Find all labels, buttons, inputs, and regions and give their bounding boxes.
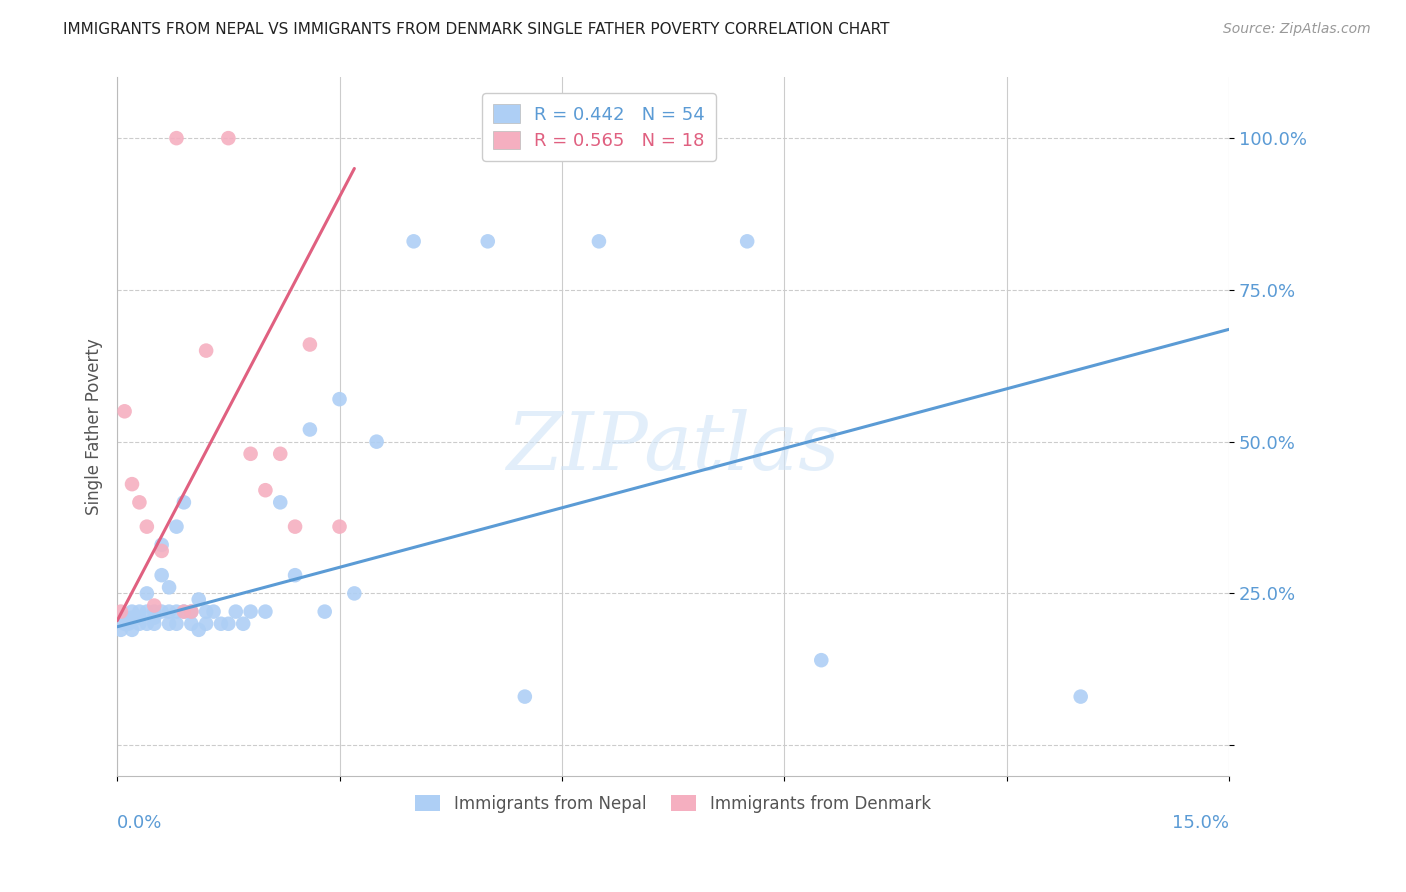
Point (225, 605, 247, 619)
Point (328, 392, 350, 406)
Point (135, 519, 157, 533)
Point (217, 616, 239, 631)
Y-axis label: Single Father Poverty: Single Father Poverty (86, 338, 103, 515)
Point (187, 623, 209, 637)
Point (128, 495, 150, 509)
Point (477, 235, 499, 249)
Point (157, 616, 180, 631)
Point (143, 610, 166, 624)
Point (195, 616, 218, 631)
Point (128, 616, 150, 631)
Point (1070, 690, 1092, 704)
Point (209, 616, 232, 631)
Point (239, 605, 262, 619)
Point (195, 605, 218, 619)
Point (173, 605, 195, 619)
Point (254, 483, 277, 498)
Point (202, 605, 225, 619)
Point (298, 337, 321, 351)
Point (735, 235, 758, 249)
Point (121, 623, 143, 637)
Point (284, 519, 307, 533)
Point (121, 605, 143, 619)
Point (114, 610, 136, 624)
Point (128, 605, 150, 619)
Point (180, 616, 202, 631)
Point (121, 477, 143, 491)
Point (513, 690, 536, 704)
Point (143, 599, 166, 613)
Point (588, 235, 610, 249)
Point (180, 605, 202, 619)
Point (269, 495, 291, 509)
Point (135, 605, 157, 619)
Point (110, 623, 132, 637)
Point (284, 568, 307, 582)
Point (343, 586, 366, 600)
Point (217, 131, 239, 145)
Text: Source: ZipAtlas.com: Source: ZipAtlas.com (1223, 22, 1371, 37)
Point (121, 610, 143, 624)
Point (254, 605, 277, 619)
Text: 15.0%: 15.0% (1173, 814, 1229, 832)
Point (157, 605, 180, 619)
Point (166, 616, 188, 631)
Text: ZIPatlas: ZIPatlas (506, 409, 839, 486)
Point (166, 605, 188, 619)
Text: 0.0%: 0.0% (117, 814, 163, 832)
Text: IMMIGRANTS FROM NEPAL VS IMMIGRANTS FROM DENMARK SINGLE FATHER POVERTY CORRELATI: IMMIGRANTS FROM NEPAL VS IMMIGRANTS FROM… (63, 22, 890, 37)
Point (173, 495, 195, 509)
Point (298, 423, 321, 437)
Point (180, 605, 202, 619)
Point (173, 605, 195, 619)
Point (143, 616, 166, 631)
Point (328, 519, 350, 533)
Point (195, 343, 218, 358)
Point (314, 605, 336, 619)
Point (150, 605, 173, 619)
Point (135, 586, 157, 600)
Point (810, 653, 832, 667)
Point (128, 610, 150, 624)
Point (239, 447, 262, 461)
Point (166, 519, 188, 533)
Point (110, 605, 132, 619)
Point (150, 544, 173, 558)
Point (157, 580, 180, 594)
Point (117, 616, 139, 631)
Point (366, 434, 388, 449)
Point (166, 131, 188, 145)
Point (187, 592, 209, 607)
Point (402, 235, 425, 249)
Point (232, 616, 254, 631)
Point (150, 568, 173, 582)
Point (114, 404, 136, 418)
Legend: Immigrants from Nepal, Immigrants from Denmark: Immigrants from Nepal, Immigrants from D… (409, 789, 938, 820)
Point (135, 616, 157, 631)
Point (114, 616, 136, 631)
Point (143, 605, 166, 619)
Point (150, 538, 173, 552)
Point (269, 447, 291, 461)
